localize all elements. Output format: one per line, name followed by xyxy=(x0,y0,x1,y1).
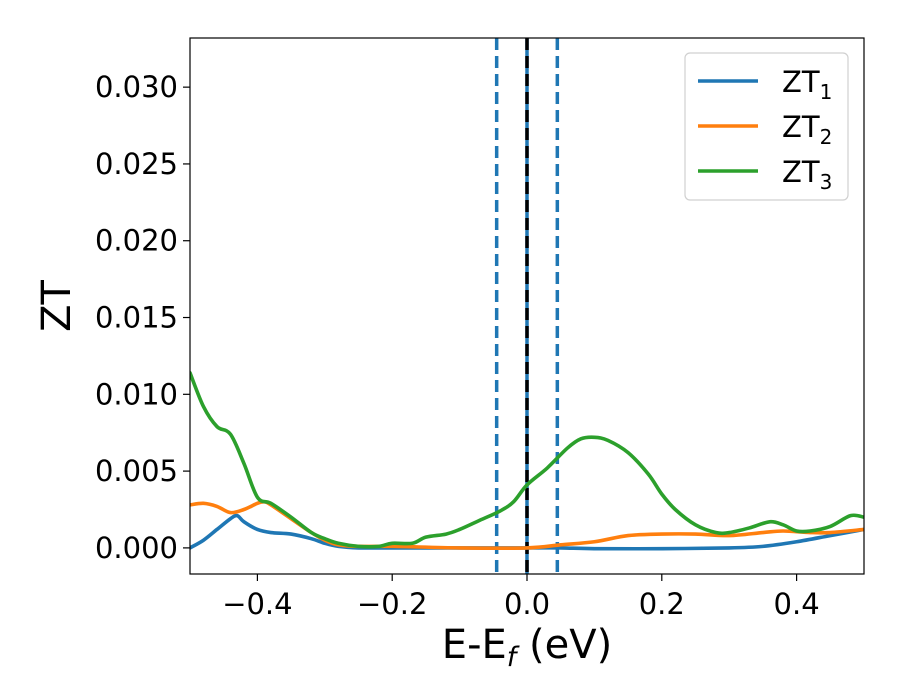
y-tick-label: 0.020 xyxy=(95,224,178,258)
y-tick-label: 0.030 xyxy=(95,70,178,104)
y-axis-label: ZT xyxy=(34,280,80,332)
legend-entry-subscript: 1 xyxy=(820,80,833,104)
y-axis-ticks: 0.000 0.005 0.010 0.015 0.020 0.025 0.030 xyxy=(95,70,190,565)
y-tick-label: 0.005 xyxy=(95,454,178,488)
x-axis-ticks: −0.4 −0.2 0.0 0.2 0.4 xyxy=(222,574,820,621)
legend-entry-name: ZT xyxy=(782,110,820,144)
legend-entry-subscript: 2 xyxy=(820,125,833,149)
x-tick-label: 0.2 xyxy=(639,587,685,621)
legend-box xyxy=(684,52,849,201)
y-tick-label: 0.025 xyxy=(95,147,178,181)
legend-entry-name: ZT xyxy=(782,65,820,99)
y-tick-label: 0.000 xyxy=(95,531,178,565)
legend-entry-name: ZT xyxy=(782,155,820,189)
x-tick-label: −0.4 xyxy=(222,587,292,621)
series-line-zt3 xyxy=(190,371,864,549)
y-tick-label: 0.010 xyxy=(95,377,178,411)
x-tick-label: 0.0 xyxy=(504,587,550,621)
x-tick-label: 0.4 xyxy=(774,587,820,621)
x-axis-label-main: E-E xyxy=(442,622,507,668)
x-axis-label-unit: (eV) xyxy=(516,622,612,668)
series-lines xyxy=(190,371,864,551)
x-tick-label: −0.2 xyxy=(357,587,427,621)
legend-entry-zt3: ZT3 xyxy=(782,155,832,194)
legend-entry-zt2: ZT2 xyxy=(782,110,832,149)
y-tick-label: 0.015 xyxy=(95,301,178,335)
vertical-markers xyxy=(494,38,560,574)
x-axis-label: E-Ef (eV) xyxy=(442,622,612,673)
legend-entry-subscript: 3 xyxy=(820,170,833,194)
series-line-zt2 xyxy=(190,499,864,550)
legend-entry-zt1: ZT1 xyxy=(782,65,832,104)
